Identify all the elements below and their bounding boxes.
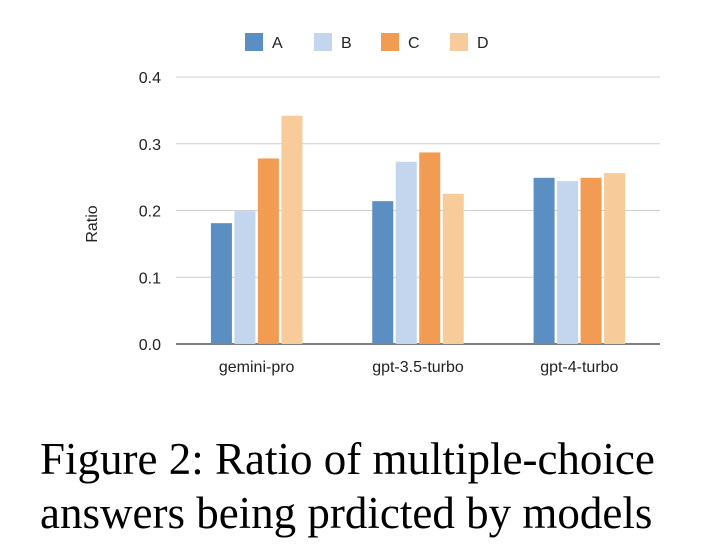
bar-B-gpt-3.5-turbo — [395, 161, 417, 344]
y-tick-label: 0.4 — [139, 70, 161, 87]
bar-C-gemini-pro — [257, 158, 279, 344]
x-axis-tick-labels: gemini-pro gpt-3.5-turbo gpt-4-turbo — [219, 359, 619, 376]
y-tick-label: 0.2 — [139, 204, 161, 221]
legend-label-C: C — [408, 35, 420, 52]
y-tick-label: 0.3 — [139, 137, 161, 154]
bar-C-gpt-4-turbo — [580, 177, 602, 344]
y-tick-label: 0.1 — [139, 270, 161, 287]
gridlines — [176, 76, 660, 345]
bar-A-gpt-4-turbo — [533, 177, 555, 344]
x-tick-label: gemini-pro — [219, 359, 295, 376]
y-axis-label: Ratio — [84, 205, 101, 242]
x-tick-label: gpt-4-turbo — [540, 359, 618, 376]
legend: A B C D — [245, 33, 489, 52]
legend-label-A: A — [272, 35, 283, 52]
legend-swatch-A — [245, 33, 263, 51]
bar-D-gpt-4-turbo — [604, 173, 626, 344]
legend-swatch-C — [381, 33, 399, 51]
legend-label-D: D — [477, 35, 489, 52]
bar-A-gemini-pro — [210, 223, 232, 344]
bar-D-gemini-pro — [281, 115, 303, 344]
legend-swatch-B — [314, 33, 332, 51]
y-axis-tick-labels: 0.0 0.1 0.2 0.3 0.4 — [139, 70, 161, 354]
x-tick-label: gpt-3.5-turbo — [372, 359, 464, 376]
legend-swatch-D — [450, 33, 468, 51]
bar-B-gpt-4-turbo — [557, 181, 579, 344]
bar-C-gpt-3.5-turbo — [419, 152, 441, 344]
bar-chart: 0.00.10.20.30.4 gemini-pro gpt-3.5-turbo g… — [84, 33, 660, 376]
legend-label-B: B — [341, 35, 352, 52]
bar-A-gpt-3.5-turbo — [372, 201, 394, 344]
bar-B-gemini-pro — [234, 211, 256, 344]
bars — [210, 115, 626, 344]
bar-D-gpt-3.5-turbo — [442, 193, 464, 344]
y-tick-label: 0.0 — [139, 337, 161, 354]
figure-caption: Figure 2: Ratio of multiple-choice answe… — [40, 434, 655, 538]
